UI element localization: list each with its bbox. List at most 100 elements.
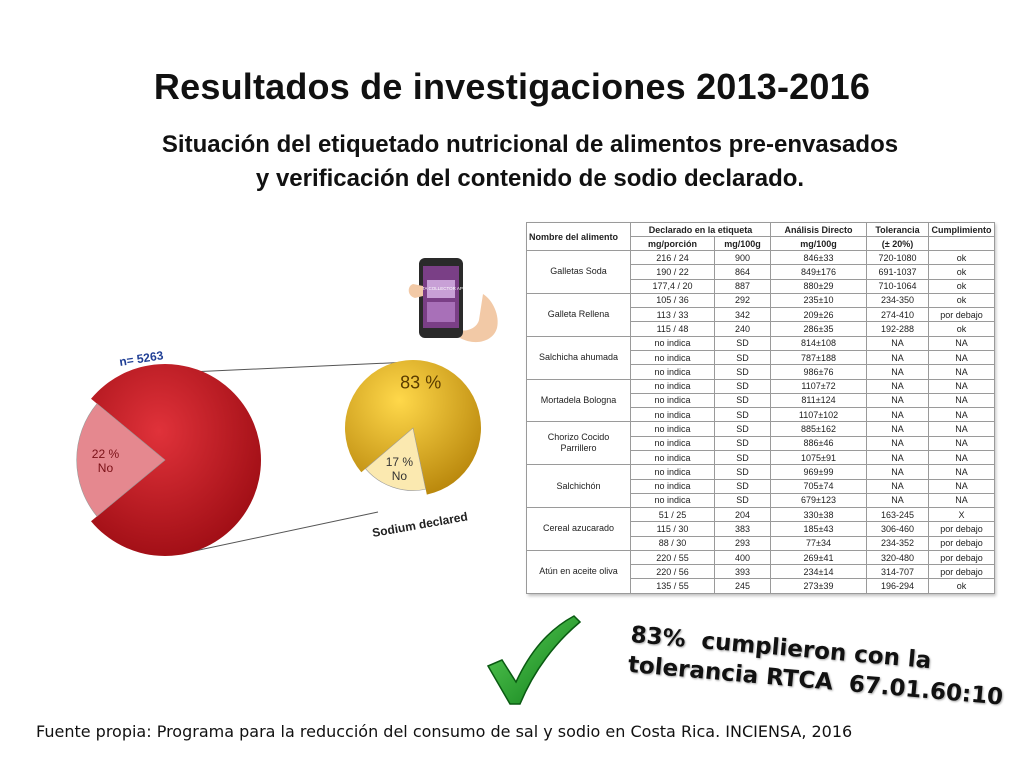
table-row: Cereal azucarado 51 / 25 204 330±38 163-245 X (526, 507, 996, 551)
table-cell: 710-1064 (866, 278, 930, 294)
table-cell: NA (866, 364, 930, 380)
table-cell: NA (866, 449, 930, 466)
table-cell: NA (866, 407, 930, 423)
pie-chart-sodium-title: Sodium declared (371, 509, 469, 540)
table-cell: SD (713, 392, 772, 409)
sodium-results-table: Nombre del alimento Declarado en la etiq… (526, 222, 996, 595)
food-name-cell: Salchicha ahumada (526, 335, 631, 380)
results-table: Nombre del alimento Declarado en la etiq… (526, 222, 996, 595)
table-cell: 115 / 48 (630, 321, 715, 337)
table-cell: 330±38 (770, 507, 868, 523)
table-cell: 88 / 30 (630, 535, 715, 551)
table-cell: 1107±102 (770, 407, 868, 423)
table-cell: 274-410 (866, 307, 930, 323)
pie-slice-main-label: 83 % (400, 372, 441, 392)
hand-shape (460, 294, 498, 343)
pie-slice-main (91, 364, 261, 556)
table-header-row: Nombre del alimento Declarado en la etiq… (526, 222, 996, 251)
pie-slice-main-label: 78 % (269, 444, 310, 464)
subtitle-line-1: Situación del etiquetado nutricional de … (161, 131, 899, 158)
table-cell: 269±41 (770, 549, 868, 566)
table-row: 135 / 55 245 273±39 196-294 ok (527, 578, 996, 594)
table-cell: no indica (630, 407, 715, 423)
table-cell: 204 (713, 507, 772, 523)
table-cell: NA (928, 421, 996, 437)
table-cell: por debajo (928, 564, 996, 580)
app-panel-lower (427, 302, 455, 322)
table-cell: NA (866, 421, 930, 437)
table-cell: 1107±72 (770, 378, 868, 394)
table-cell: por debajo (928, 549, 996, 566)
table-cell: NA (866, 478, 930, 494)
food-name-cell: Salchichón (526, 464, 631, 509)
app-panel (427, 280, 455, 298)
header-analysis: Análisis Directo (770, 222, 868, 237)
food-name-cell: Galleta Rellena (526, 292, 631, 337)
pie-slice-no-label: 22 % (92, 447, 120, 461)
table-cell: SD (713, 407, 772, 423)
table-cell: no indica (630, 335, 715, 351)
pie-chart-total-title: n= 5263 (118, 348, 164, 369)
pie-of-pie-chart: 78 %22 %No 83 %17 %No n= 5263 Sodium dec… (76, 348, 482, 556)
pie-chart-sodium: 83 % 17 %No (345, 360, 482, 495)
table-cell: NA (928, 378, 996, 394)
table-cell: NA (866, 349, 930, 366)
table-cell: 811±124 (770, 392, 868, 409)
table-cell: 679±123 (770, 492, 868, 509)
table-cell: NA (866, 435, 930, 451)
table-row: 115 / 30 383 185±43 306-460 por debajo (527, 521, 996, 537)
table-cell: no indica (630, 478, 715, 494)
table-cell: 1075±91 (770, 449, 868, 466)
table-cell: 342 (713, 307, 772, 323)
table-cell: 273±39 (770, 578, 868, 594)
table-cell: no indica (630, 421, 715, 437)
table-cell: ok (928, 578, 996, 594)
table-cell: no indica (630, 392, 715, 409)
table-cell: 969±99 (770, 464, 868, 480)
header-food-name: Nombre del alimento (526, 222, 631, 251)
table-cell: 163-245 (866, 507, 930, 523)
food-name-cell: Atún en aceite oliva (526, 549, 631, 595)
table-row: Chorizo Cocido Parrillero no indica SD 885±… (526, 421, 996, 466)
compliance-claim: 83% cumplieron con la tolerancia RTCA 67… (627, 620, 1004, 711)
subheader-analysis-mg-100g: mg/100g (770, 236, 868, 251)
table-cell: 986±76 (770, 364, 868, 380)
subheader-empty (928, 236, 996, 251)
table-cell: NA (928, 349, 996, 366)
table-cell: 177,4 / 20 (630, 278, 715, 294)
pie-slice-main (345, 360, 482, 495)
table-cell: 814±108 (770, 335, 868, 351)
table-cell: 240 (713, 321, 772, 337)
subtitle-line-2: y verificación del contenido de sodio de… (255, 165, 805, 192)
table-cell: 190 / 22 (630, 264, 715, 280)
smartphone-app-illustration: DATA COLLECTOR APP (408, 258, 498, 343)
table-cell: NA (928, 478, 996, 494)
table-cell: 209±26 (770, 307, 868, 323)
table-cell: SD (713, 464, 772, 480)
table-cell: 77±34 (770, 535, 868, 551)
table-cell: 864 (713, 264, 772, 280)
table-cell: NA (928, 449, 996, 466)
table-cell: 320-480 (866, 549, 930, 566)
table-cell: NA (928, 464, 996, 480)
food-name-cell: Cereal azucarado (526, 507, 631, 551)
table-cell: 400 (713, 549, 772, 566)
table-cell: ok (928, 321, 996, 337)
table-cell: 393 (713, 564, 772, 580)
table-cell: NA (866, 392, 930, 409)
table-cell: SD (713, 378, 772, 394)
table-cell: NA (928, 492, 996, 509)
food-name-cell: Galletas Soda (526, 250, 631, 294)
table-row: Salchichón no indica SD 969±99 NA NA (526, 464, 996, 509)
table-cell: SD (713, 435, 772, 451)
table-row: no indica SD 705±74 NA NA (527, 478, 996, 494)
table-cell: SD (713, 335, 772, 351)
table-cell: 234-350 (866, 292, 930, 309)
table-cell: ok (928, 264, 996, 280)
table-cell: 245 (713, 578, 772, 594)
table-cell: 286±35 (770, 321, 868, 337)
table-cell: SD (713, 492, 772, 509)
table-cell: 880±29 (770, 278, 868, 294)
table-cell: 234±14 (770, 564, 868, 580)
pie-slice-no (76, 403, 166, 517)
